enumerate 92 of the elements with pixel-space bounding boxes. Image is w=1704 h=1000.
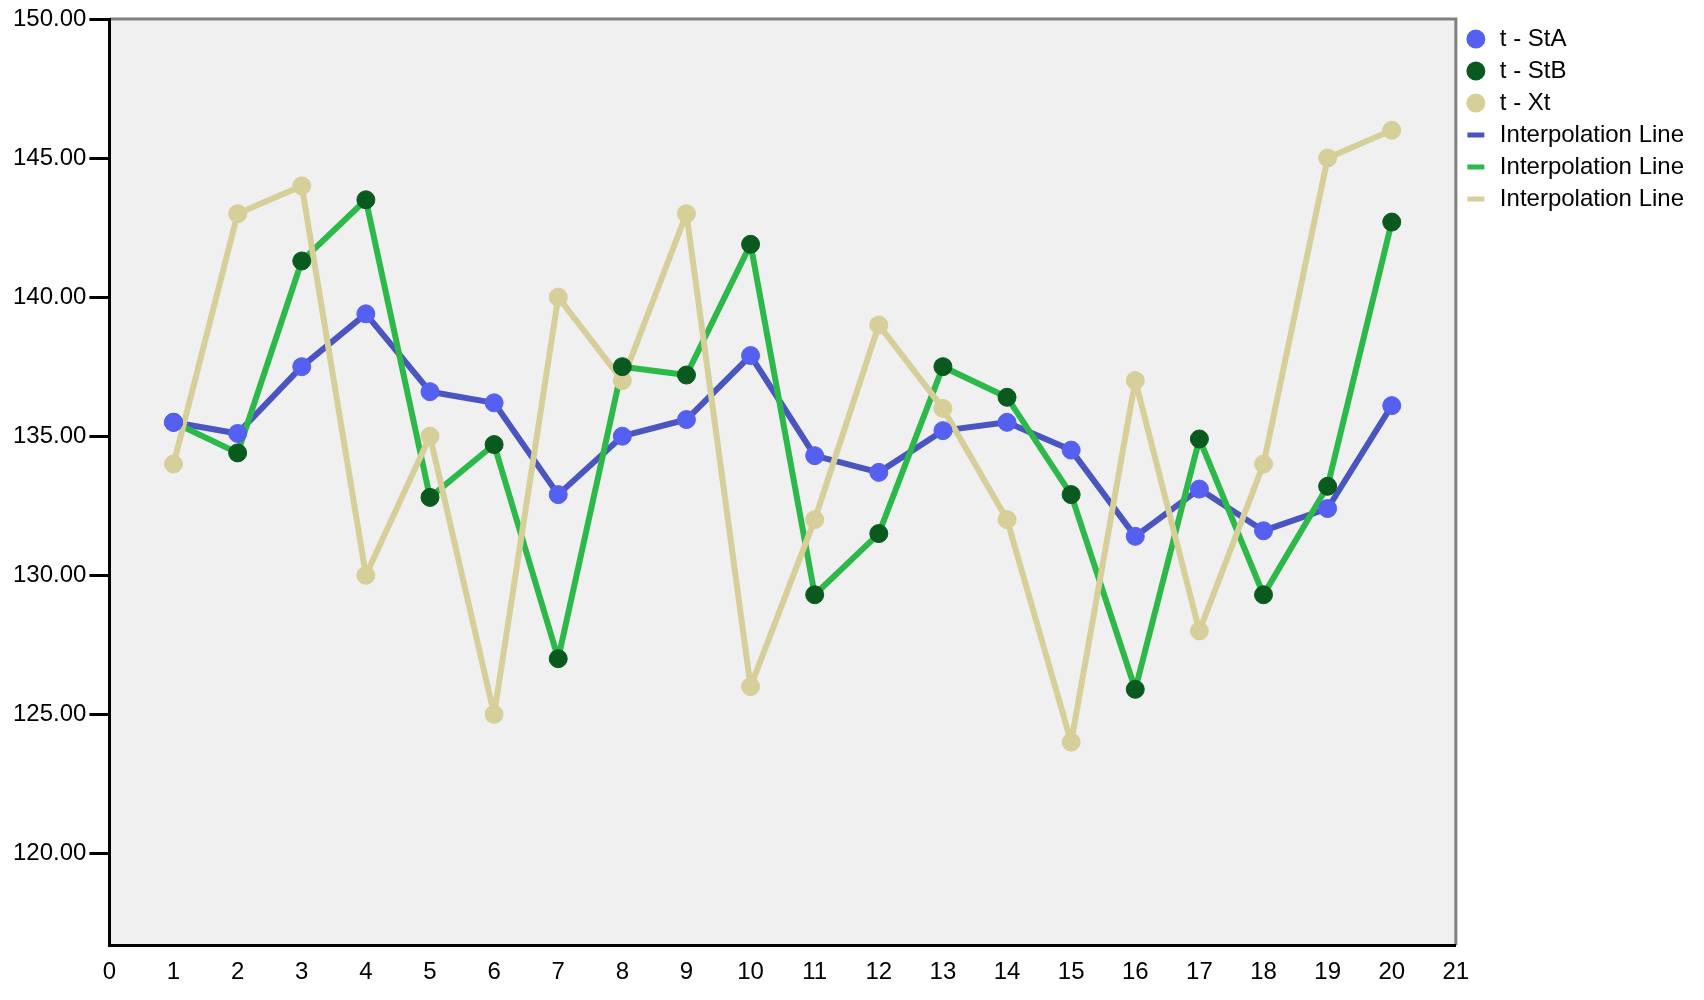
point xyxy=(484,393,504,413)
point xyxy=(1382,396,1402,416)
x-tick-label: 14 xyxy=(993,957,1021,985)
point xyxy=(997,510,1017,530)
point xyxy=(228,443,248,463)
point xyxy=(548,287,568,307)
x-tick-label: 5 xyxy=(423,957,437,985)
x-tick-label: 0 xyxy=(102,957,117,985)
point xyxy=(676,410,696,430)
point xyxy=(1189,621,1209,641)
point xyxy=(741,346,761,366)
point xyxy=(292,251,312,271)
x-tick-label: 21 xyxy=(1442,957,1470,985)
point xyxy=(805,446,825,466)
point xyxy=(612,426,632,446)
point xyxy=(933,357,953,377)
point xyxy=(1318,148,1338,168)
x-tick-label: 6 xyxy=(487,957,501,985)
point xyxy=(933,398,953,418)
point xyxy=(1125,526,1145,546)
y-tick-label: 120.00 xyxy=(13,838,87,866)
legend-label: Interpolation Line xyxy=(1499,151,1684,179)
point xyxy=(869,524,889,544)
point xyxy=(997,387,1017,407)
x-tick-label: 4 xyxy=(359,957,373,985)
legend-label: Interpolation Line xyxy=(1499,119,1684,147)
point xyxy=(356,565,376,585)
y-tick-label: 125.00 xyxy=(13,698,87,726)
point xyxy=(612,357,632,377)
point xyxy=(1254,454,1274,474)
point xyxy=(164,454,184,474)
point xyxy=(1189,479,1209,499)
x-tick-label: 19 xyxy=(1314,957,1341,985)
point xyxy=(676,204,696,224)
x-tick-label: 10 xyxy=(737,957,764,985)
point xyxy=(869,462,889,482)
point xyxy=(292,176,312,196)
point xyxy=(356,190,376,210)
x-tick-label: 3 xyxy=(295,957,309,985)
legend-label: t - StA xyxy=(1499,23,1567,51)
point xyxy=(1061,732,1081,752)
point xyxy=(420,382,440,402)
point xyxy=(548,649,568,669)
x-tick-label: 11 xyxy=(802,957,828,985)
x-tick-label: 8 xyxy=(615,957,630,985)
point xyxy=(484,704,504,724)
x-tick-label: 9 xyxy=(679,957,694,985)
x-tick-label: 16 xyxy=(1121,957,1149,985)
point xyxy=(1125,679,1145,699)
x-tick-label: 13 xyxy=(929,957,957,985)
y-tick-label: 150.00 xyxy=(13,3,87,31)
y-tick-label: 135.00 xyxy=(13,420,87,448)
y-tick-label: 145.00 xyxy=(13,142,87,170)
x-tick-label: 2 xyxy=(230,957,245,985)
point xyxy=(1254,521,1274,541)
point xyxy=(1254,585,1274,605)
x-tick-label: 12 xyxy=(865,957,893,985)
point xyxy=(228,204,248,224)
point xyxy=(1125,371,1145,391)
legend-label: Interpolation Line xyxy=(1499,183,1684,211)
point xyxy=(1061,485,1081,505)
x-tick-label: 15 xyxy=(1057,957,1085,985)
x-tick-label: 18 xyxy=(1250,957,1277,985)
x-tick-label: 1 xyxy=(166,957,181,985)
point xyxy=(933,421,953,441)
point xyxy=(484,435,504,455)
point xyxy=(741,234,761,254)
legend-label: t - Xt xyxy=(1499,87,1551,115)
point xyxy=(420,487,440,507)
point xyxy=(997,412,1017,432)
legend-label: t - StB xyxy=(1499,55,1567,83)
point xyxy=(1061,440,1081,460)
y-tick-label: 130.00 xyxy=(13,559,87,587)
x-tick-label: 17 xyxy=(1186,957,1213,985)
point xyxy=(1382,212,1402,232)
point xyxy=(676,365,696,385)
point xyxy=(869,315,889,335)
point xyxy=(741,677,761,697)
point xyxy=(420,426,440,446)
point xyxy=(548,485,568,505)
x-tick-label: 7 xyxy=(551,957,565,985)
x-tick-label: 20 xyxy=(1378,957,1406,985)
point xyxy=(1318,476,1338,496)
point xyxy=(805,510,825,530)
point xyxy=(292,357,312,377)
point xyxy=(805,585,825,605)
y-tick-label: 140.00 xyxy=(13,281,87,309)
point xyxy=(1382,120,1402,140)
point xyxy=(228,423,248,443)
point xyxy=(1318,499,1338,519)
point xyxy=(1189,429,1209,449)
point xyxy=(356,304,376,324)
